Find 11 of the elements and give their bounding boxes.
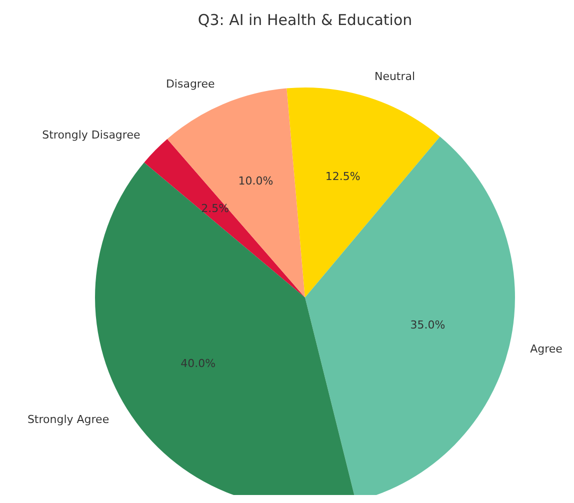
data-label: 2.5% <box>201 202 230 216</box>
data-label: 35.0% <box>410 318 446 332</box>
data-label: 12.5% <box>325 170 360 184</box>
chart-title: Q3: AI in Health & Education <box>198 10 412 29</box>
data-label: 10.0% <box>238 174 274 188</box>
slice-label: Strongly Agree <box>27 412 110 426</box>
slice-label: Neutral <box>374 70 416 84</box>
slice-label: Strongly Disagree <box>42 128 140 142</box>
slice-label: Disagree <box>166 78 215 91</box>
data-label: 40.0% <box>180 357 216 370</box>
slice-label: Agree <box>530 342 563 356</box>
